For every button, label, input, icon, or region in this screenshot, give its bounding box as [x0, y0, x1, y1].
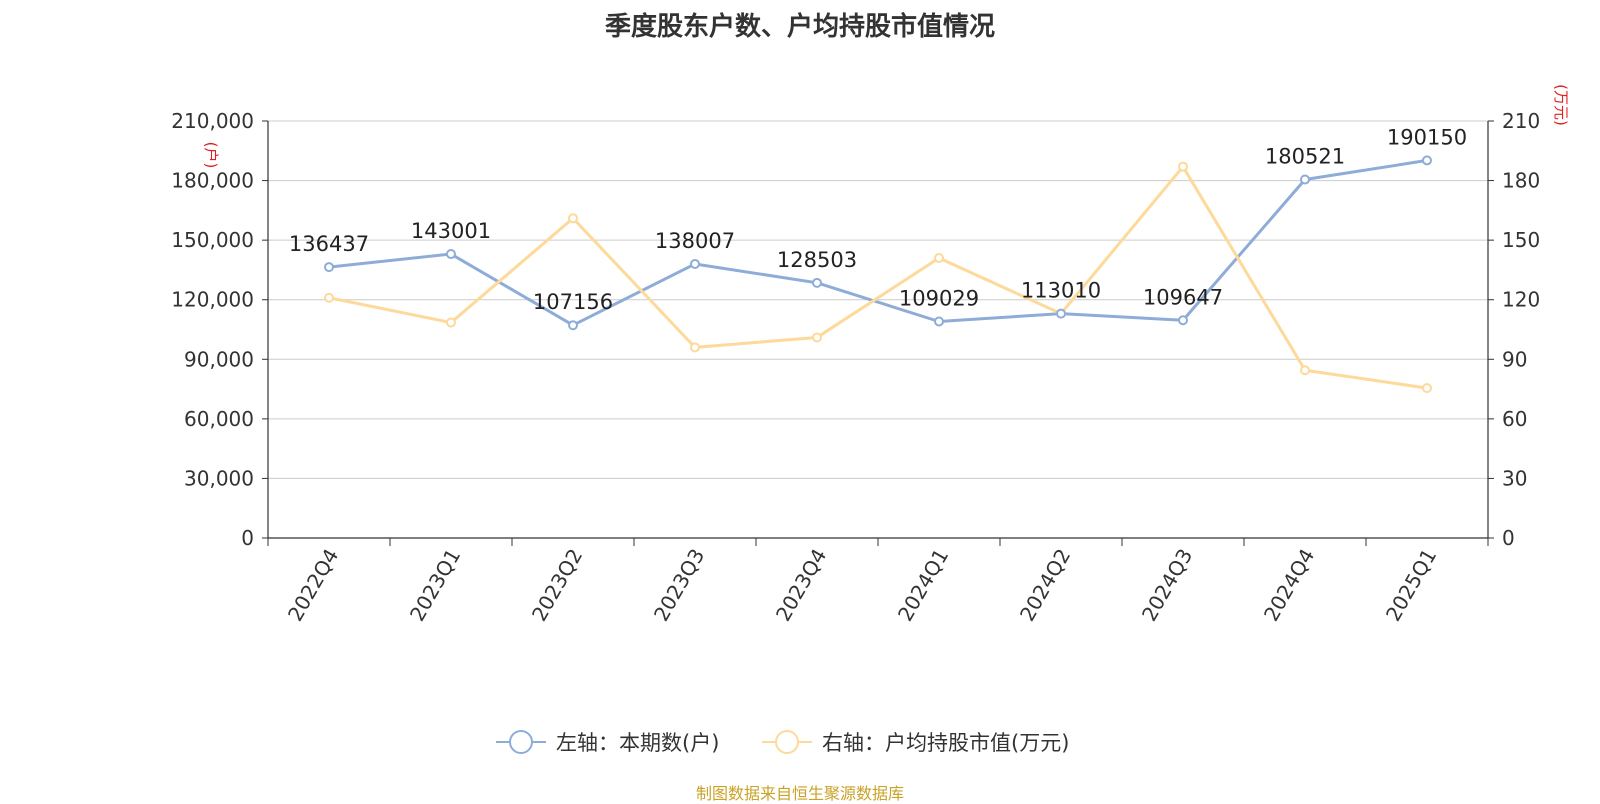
data-label: 128503	[777, 248, 857, 272]
right-axis-tick-label: 60	[1502, 407, 1527, 431]
data-label: 107156	[533, 290, 613, 314]
x-axis-tick-label: 2022Q4	[283, 545, 343, 626]
data-point	[934, 316, 944, 327]
legend-marker-icon	[509, 730, 533, 754]
data-point	[1178, 161, 1188, 172]
data-label: 190150	[1387, 125, 1467, 149]
left-axis-tick-label: 60,000	[184, 407, 254, 431]
left-axis-tick-label: 0	[241, 526, 254, 550]
legend-label: 左轴：本期数(户)	[556, 731, 719, 755]
data-point	[568, 213, 578, 224]
x-axis-tick-label: 2023Q4	[771, 545, 831, 626]
data-label: 109029	[899, 286, 979, 310]
data-label: 109647	[1143, 285, 1223, 309]
x-axis-tick-label: 2024Q2	[1015, 545, 1075, 626]
left-axis-tick-label: 120,000	[171, 288, 254, 312]
right-axis-tick-label: 0	[1502, 526, 1515, 550]
right-axis-tick-label: 30	[1502, 466, 1527, 490]
data-point	[934, 253, 944, 264]
right-axis-tick-label: 180	[1502, 169, 1540, 193]
data-point	[1422, 383, 1432, 394]
data-point	[1422, 155, 1432, 166]
data-source-note: 制图数据来自恒生聚源数据库	[695, 786, 904, 803]
right-axis-tick-label: 120	[1502, 288, 1540, 312]
data-point	[1300, 365, 1310, 376]
left-axis-unit: (户)	[202, 142, 220, 169]
data-label: 180521	[1265, 145, 1345, 169]
x-axis-tick-label: 2023Q2	[527, 545, 587, 626]
data-point	[324, 262, 334, 273]
x-axis-tick-label: 2025Q1	[1381, 545, 1441, 626]
right-axis-unit: (万元)	[1552, 84, 1570, 126]
data-point	[568, 320, 578, 331]
data-point	[812, 277, 822, 288]
data-point	[1300, 174, 1310, 185]
right-axis-tick-label: 150	[1502, 228, 1540, 252]
series-line	[328, 165, 1428, 390]
right-axis-tick-label: 210	[1502, 109, 1540, 133]
x-axis-tick-label: 2024Q3	[1137, 545, 1197, 626]
data-label: 136437	[289, 232, 369, 256]
data-point	[324, 292, 334, 303]
data-point	[690, 342, 700, 353]
data-label: 138007	[655, 229, 735, 253]
left-axis-tick-label: 30,000	[184, 466, 254, 490]
left-axis-tick-label: 210,000	[171, 109, 254, 133]
right-axis-tick-label: 90	[1502, 347, 1527, 371]
data-point	[446, 249, 456, 260]
chart-title: 季度股东户数、户均持股市值情况	[604, 11, 995, 41]
data-point	[690, 258, 700, 269]
x-axis-tick-label: 2024Q1	[893, 545, 953, 626]
left-axis-tick-label: 180,000	[171, 169, 254, 193]
data-point	[812, 332, 822, 343]
series-line	[328, 158, 1428, 327]
legend-marker-icon	[775, 730, 799, 754]
data-point	[1056, 308, 1066, 319]
x-axis-tick-label: 2024Q4	[1259, 545, 1319, 626]
x-axis-tick-label: 2023Q3	[649, 545, 709, 626]
left-axis-tick-label: 150,000	[171, 228, 254, 252]
data-point	[1178, 315, 1188, 326]
data-label: 143001	[411, 219, 491, 243]
left-axis-tick-label: 90,000	[184, 347, 254, 371]
data-label: 113010	[1021, 279, 1101, 303]
x-axis-tick-label: 2023Q1	[405, 545, 465, 626]
legend-label: 右轴：户均持股市值(万元)	[822, 731, 1069, 755]
data-point	[446, 317, 456, 328]
